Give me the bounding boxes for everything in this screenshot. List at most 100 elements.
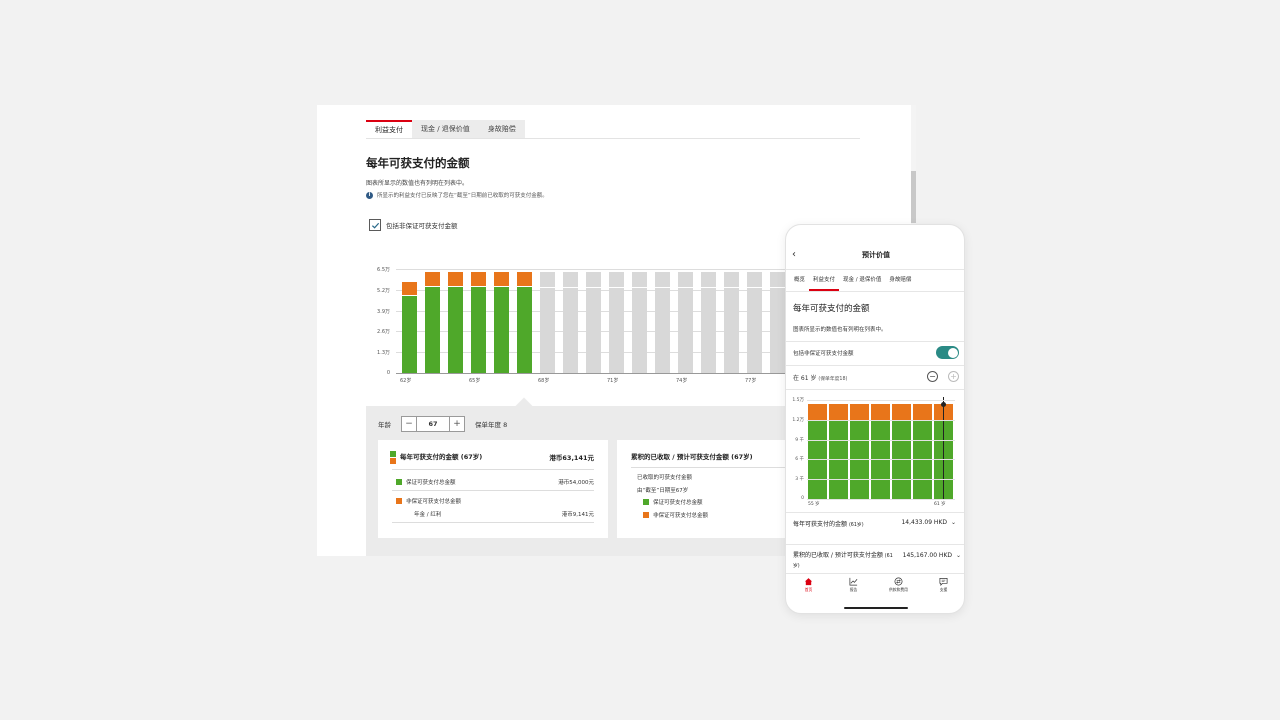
bar-70岁[interactable] [586, 265, 601, 373]
bar-67岁[interactable] [517, 265, 532, 373]
bar-64岁[interactable] [448, 265, 463, 373]
bar-divider [563, 286, 578, 288]
y-tick-label: 1.3万 [377, 350, 390, 357]
bar-segment-guaranteed [448, 286, 463, 373]
x-tick-label: 62岁 [400, 378, 412, 384]
nav-contributions[interactable]: 供款和费用 [876, 577, 921, 601]
x-tick-label: 61 岁 [934, 502, 946, 507]
green-square-icon [396, 479, 402, 485]
bar-chart: 6.5万 5.2万 3.9万 2.6万 1.3万 0 62岁 65岁 68岁 71岁 74岁 77岁 [362, 265, 792, 390]
bar-segment-guaranteed [402, 296, 417, 373]
bar-75岁[interactable] [701, 265, 716, 373]
y-tick-label: 1.5万 [792, 398, 804, 403]
age-value[interactable]: 67 [416, 417, 450, 431]
annual-payment-row[interactable]: 每年可获支付的金额 (61岁) 14,433.09 HKD ⌄ [793, 519, 959, 528]
bar-66岁[interactable] [494, 265, 509, 373]
divider [786, 291, 964, 292]
divider [392, 469, 594, 470]
checkbox-label: 包括非保证可获支付金额 [386, 222, 458, 230]
bar-divider [586, 286, 601, 288]
bar-71岁[interactable] [609, 265, 624, 373]
bar-56岁[interactable] [829, 393, 848, 499]
bar-62岁[interactable] [402, 265, 417, 373]
row-label: 每年可获支付的金额 [793, 521, 848, 528]
age-label: 年龄 [378, 421, 391, 429]
divider [786, 341, 964, 342]
guaranteed-label: 保证可获支付总金额 [653, 500, 703, 506]
bar-73岁[interactable] [655, 265, 670, 373]
bar-divider [632, 286, 647, 288]
bar-77岁[interactable] [747, 265, 762, 373]
stacked-legend-icon [390, 451, 396, 464]
divider [786, 389, 964, 390]
selection-marker-line[interactable] [943, 397, 944, 499]
decrement-button[interactable]: − [405, 419, 413, 429]
tab-benefit-payment[interactable]: 利益支付 [809, 275, 840, 291]
age-stepper: − 67 + [401, 416, 465, 432]
bar-59岁[interactable] [892, 393, 911, 499]
home-indicator [844, 607, 908, 609]
y-tick-label: 1.2万 [792, 417, 804, 423]
divider [786, 365, 964, 366]
bar-65岁[interactable] [471, 265, 486, 373]
tab-cash-value[interactable]: 现金 / 退保价值 [843, 277, 882, 283]
toggle-label: 包括非保证可获支付金额 [793, 351, 854, 357]
bar-55岁[interactable] [808, 393, 827, 499]
include-nonguaranteed-toggle[interactable] [936, 346, 959, 359]
bar-57岁[interactable] [850, 393, 869, 499]
tab-death-benefit[interactable]: 身故赔偿 [478, 120, 525, 138]
bar-58岁[interactable] [871, 393, 890, 499]
bar-68岁[interactable] [540, 265, 555, 373]
annuity-value: 港币9,141元 [561, 512, 594, 518]
bar-segment-nonguaranteed [402, 281, 417, 296]
zoom-out-icon[interactable]: − [927, 371, 938, 382]
toggle-knob [947, 347, 958, 358]
home-icon [804, 578, 813, 586]
back-arrow-icon[interactable]: ‹ [792, 249, 796, 260]
zoom-in-icon[interactable]: + [948, 371, 959, 382]
bar-segment-projected [747, 271, 762, 373]
bar-segment-nonguaranteed [871, 403, 890, 420]
tab-overview[interactable]: 概览 [794, 277, 806, 283]
page-subtitle: 图表所显示的数值也有列明在列表中。 [793, 327, 887, 333]
bar-78岁[interactable] [770, 265, 785, 373]
x-axis-line [396, 373, 792, 374]
bar-72岁[interactable] [632, 265, 647, 373]
bar-segment-nonguaranteed [913, 403, 932, 420]
page-title: 每年可获支付的金额 [366, 156, 470, 170]
bar-segment-guaranteed [471, 286, 486, 373]
tab-death-benefit[interactable]: 身故赔偿 [889, 277, 912, 283]
include-nonguaranteed-checkbox-row[interactable]: 包括非保证可获支付金额 [369, 219, 458, 231]
page-title: 每年可获支付的金额 [793, 304, 870, 314]
bar-63岁[interactable] [425, 265, 440, 373]
x-tick-label: 74岁 [676, 378, 688, 384]
bar-69岁[interactable] [563, 265, 578, 373]
bar-76岁[interactable] [724, 265, 739, 373]
orange-square-icon [643, 512, 649, 518]
chevron-down-icon: ⌄ [950, 519, 956, 526]
x-tick-label: 71岁 [607, 378, 619, 384]
tab-cash-value[interactable]: 现金 / 退保价值 [412, 120, 479, 138]
bar-60岁[interactable] [913, 393, 932, 499]
nav-home[interactable]: 首页 [786, 577, 831, 601]
until-label: 由“截至”日期至67岁 [637, 488, 689, 494]
bar-divider [724, 286, 739, 288]
gridline [807, 459, 955, 461]
selection-marker-dot[interactable] [941, 402, 946, 407]
bar-divider [540, 286, 555, 288]
nav-reports[interactable]: 报告 [831, 577, 876, 601]
bar-segment-nonguaranteed [829, 403, 848, 420]
scrollbar-thumb[interactable] [911, 171, 916, 223]
bar-divider [678, 286, 693, 288]
bar-segment-guaranteed [494, 286, 509, 373]
nonguaranteed-label: 非保证可获支付总金额 [653, 513, 709, 519]
bar-74岁[interactable] [678, 265, 693, 373]
y-tick-label: 3.9万 [377, 308, 390, 315]
cumulative-payment-row[interactable]: 累积的已收取 / 预计可获支付金额 (61岁) [793, 551, 893, 571]
card-title: 累积的已收取 / 预计可获支付金额 (67岁) [631, 453, 753, 461]
nav-support[interactable]: 支援 [921, 577, 964, 601]
checkbox[interactable] [369, 219, 381, 231]
x-tick-label: 55 岁 [808, 502, 820, 507]
increment-button[interactable]: + [453, 419, 461, 429]
tab-benefit-payment[interactable]: 利益支付 [366, 120, 412, 138]
